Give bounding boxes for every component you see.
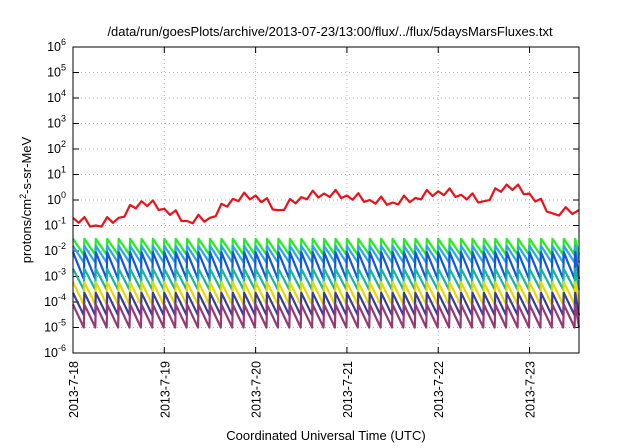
series-line-8	[72, 303, 581, 329]
series-line-2	[72, 237, 581, 256]
y-tick-label: 106	[47, 37, 66, 54]
chart-title: /data/run/goesPlots/archive/2013-07-23/1…	[107, 24, 553, 39]
series-line-7	[72, 291, 581, 317]
series-line-5	[72, 267, 581, 291]
series-line-6	[72, 281, 581, 306]
x-tick-label: 2013-7-20	[250, 361, 264, 418]
y-tick-label: 101	[47, 165, 66, 182]
x-tick-label: 2013-7-23	[524, 361, 538, 418]
y-axis-label: protons/cm2-s-sr-MeV	[18, 136, 34, 263]
y-tick-label: 103	[47, 114, 66, 131]
y-axis-label-base: protons/cm	[19, 199, 34, 263]
plot-frame	[72, 46, 580, 354]
series-line-3	[72, 244, 581, 264]
y-axis-label-rest: -s-sr-MeV	[19, 136, 34, 193]
y-tick-label: 10-6	[44, 343, 66, 360]
y-tick-label: 104	[47, 88, 66, 105]
x-tick-label: 2013-7-19	[158, 361, 172, 418]
y-axis-label-exponent: 2	[18, 194, 28, 199]
y-tick-label: 105	[47, 63, 66, 80]
x-axis-label: Coordinated Universal Time (UTC)	[226, 428, 425, 443]
series-lines	[71, 183, 581, 329]
series-line-1	[72, 183, 580, 228]
x-tick-labels: 2013-7-18 2013-7-19 2013-7-20 2013-7-21 2013…	[67, 361, 538, 418]
y-tick-label: 10-5	[44, 318, 66, 335]
y-tick-label: 100	[47, 190, 66, 207]
y-tick-label: 10-4	[44, 292, 66, 309]
x-tick-label: 2013-7-18	[67, 361, 81, 418]
series-line-4	[71, 251, 581, 281]
y-tick-label: 10-2	[44, 241, 66, 258]
y-tick-label: 102	[47, 139, 66, 156]
x-tick-label: 2013-7-22	[432, 361, 446, 418]
y-tick-label: 10-3	[44, 267, 66, 284]
y-tick-label: 10-1	[44, 216, 66, 233]
y-tick-labels: 10-6 10-5 10-4 10-3 10-2 10-1 100 101 102 103 104 1…	[44, 37, 66, 360]
x-tick-label: 2013-7-21	[341, 361, 355, 418]
